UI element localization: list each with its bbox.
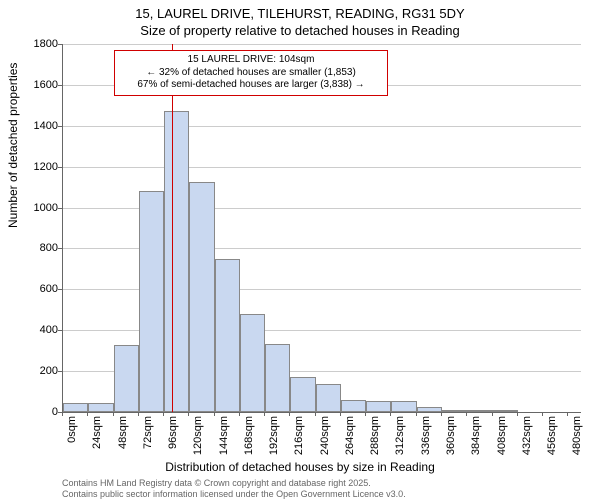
y-tick-label: 400 [40, 324, 58, 336]
y-tick-label: 1600 [34, 79, 58, 91]
x-tick-label: 384sqm [470, 416, 482, 466]
x-tick-label: 48sqm [117, 416, 129, 466]
x-tick-mark [214, 412, 215, 416]
title-line-1: 15, LAUREL DRIVE, TILEHURST, READING, RG… [0, 6, 600, 23]
x-tick-mark [62, 412, 63, 416]
x-tick-mark [390, 412, 391, 416]
x-tick-label: 24sqm [91, 416, 103, 466]
x-tick-mark [365, 412, 366, 416]
chart-titles: 15, LAUREL DRIVE, TILEHURST, READING, RG… [0, 6, 600, 40]
y-axis-label: Number of detached properties [6, 63, 20, 228]
x-tick-mark [289, 412, 290, 416]
x-tick-mark [87, 412, 88, 416]
x-tick-mark [138, 412, 139, 416]
y-tick-mark [58, 289, 62, 290]
y-tick-label: 200 [40, 365, 58, 377]
plot-area [62, 44, 581, 413]
annotation-line-3: 67% of semi-detached houses are larger (… [121, 79, 381, 92]
x-tick-label: 312sqm [394, 416, 406, 466]
histogram-bar [391, 401, 416, 412]
y-tick-mark [58, 371, 62, 372]
x-tick-label: 0sqm [66, 416, 78, 466]
y-tick-label: 1800 [34, 38, 58, 50]
gridline [63, 44, 581, 45]
histogram-bar [467, 410, 492, 412]
x-tick-label: 240sqm [319, 416, 331, 466]
x-tick-label: 480sqm [571, 416, 583, 466]
x-tick-mark [239, 412, 240, 416]
x-tick-mark [567, 412, 568, 416]
y-tick-label: 1200 [34, 161, 58, 173]
y-tick-mark [58, 208, 62, 209]
y-tick-mark [58, 126, 62, 127]
x-tick-label: 408sqm [496, 416, 508, 466]
x-tick-label: 456sqm [546, 416, 558, 466]
histogram-bar [366, 401, 391, 412]
y-tick-mark [58, 44, 62, 45]
chart-container: 15, LAUREL DRIVE, TILEHURST, READING, RG… [0, 0, 600, 500]
histogram-bar [442, 410, 467, 412]
x-tick-mark [264, 412, 265, 416]
y-tick-mark [58, 330, 62, 331]
x-tick-label: 144sqm [218, 416, 230, 466]
x-tick-mark [492, 412, 493, 416]
x-tick-label: 432sqm [521, 416, 533, 466]
x-tick-mark [340, 412, 341, 416]
histogram-bar [417, 407, 442, 412]
y-tick-mark [58, 248, 62, 249]
marker-line [172, 44, 173, 412]
y-tick-mark [58, 167, 62, 168]
histogram-bar [139, 191, 164, 412]
histogram-bar [215, 259, 240, 412]
x-tick-label: 168sqm [243, 416, 255, 466]
x-tick-mark [163, 412, 164, 416]
x-tick-label: 264sqm [344, 416, 356, 466]
histogram-bar [189, 182, 214, 412]
y-tick-label: 1000 [34, 202, 58, 214]
annotation-box: 15 LAUREL DRIVE: 104sqm ← 32% of detache… [114, 50, 388, 96]
x-tick-label: 72sqm [142, 416, 154, 466]
histogram-bar [88, 403, 113, 412]
histogram-bar [63, 403, 88, 412]
x-tick-mark [315, 412, 316, 416]
x-tick-mark [441, 412, 442, 416]
x-tick-label: 120sqm [192, 416, 204, 466]
x-tick-mark [542, 412, 543, 416]
x-tick-mark [517, 412, 518, 416]
histogram-bar [240, 314, 265, 412]
histogram-bar [164, 111, 189, 412]
x-tick-mark [188, 412, 189, 416]
y-tick-label: 600 [40, 283, 58, 295]
x-tick-mark [113, 412, 114, 416]
histogram-bar [265, 344, 290, 412]
x-tick-label: 360sqm [445, 416, 457, 466]
y-tick-mark [58, 85, 62, 86]
annotation-line-2: ← 32% of detached houses are smaller (1,… [121, 67, 381, 80]
histogram-bar [290, 377, 315, 412]
histogram-bar [493, 410, 518, 412]
x-tick-label: 192sqm [268, 416, 280, 466]
y-tick-label: 1400 [34, 120, 58, 132]
x-tick-label: 96sqm [167, 416, 179, 466]
annotation-line-1: 15 LAUREL DRIVE: 104sqm [121, 54, 381, 67]
x-tick-label: 336sqm [420, 416, 432, 466]
histogram-bar [341, 400, 366, 412]
footer-note: Contains HM Land Registry data © Crown c… [62, 478, 406, 500]
footer-line-2: Contains public sector information licen… [62, 489, 406, 500]
footer-line-1: Contains HM Land Registry data © Crown c… [62, 478, 406, 489]
gridline [63, 167, 581, 168]
histogram-bar [114, 345, 139, 412]
gridline [63, 126, 581, 127]
x-tick-mark [416, 412, 417, 416]
histogram-bar [316, 384, 341, 412]
x-tick-mark [466, 412, 467, 416]
x-tick-label: 216sqm [293, 416, 305, 466]
x-tick-label: 288sqm [369, 416, 381, 466]
y-tick-label: 800 [40, 242, 58, 254]
title-line-2: Size of property relative to detached ho… [0, 23, 600, 40]
